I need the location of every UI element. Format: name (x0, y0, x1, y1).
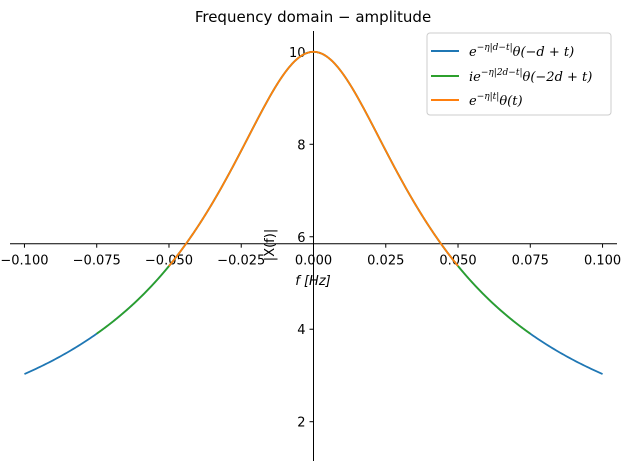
x-tick-label: −0.075 (73, 254, 121, 269)
y-tick-label: 10 (289, 46, 306, 61)
y-tick-label: 6 (297, 231, 305, 246)
x-tick-label: 0.100 (584, 254, 621, 269)
x-tick-label: −0.025 (217, 254, 265, 269)
x-tick-label: −0.100 (0, 254, 48, 269)
chart-title: Frequency domain − amplitude (195, 8, 431, 26)
x-axis-label: f [Hz] (295, 274, 330, 289)
series-lines (24, 50, 603, 375)
y-tick-label: 4 (297, 323, 305, 338)
legend: e−η|d−t|θ(−d + t) ie−η|2d−t|θ(−2d + t) e… (426, 32, 612, 116)
x-tick-label: 0.050 (439, 254, 476, 269)
y-tick-label: 2 (297, 416, 305, 431)
legend-label-series-1: e−η|d−t|θ(−d + t) (469, 43, 574, 60)
y-axis-label: |X(f)| (263, 229, 278, 261)
legend-label-series-2: ie−η|2d−t|θ(−2d + t) (469, 68, 592, 85)
series-line-3 (168, 50, 459, 267)
y-tick-label: 8 (297, 138, 305, 153)
x-ticks: −0.100 −0.075 −0.050 −0.025 0.000 0.025 0.050 0… (0, 243, 621, 269)
x-tick-label: 0.025 (367, 254, 404, 269)
x-tick-label: 0.000 (295, 254, 332, 269)
x-tick-label: −0.050 (145, 254, 193, 269)
x-tick-label: 0.075 (512, 254, 549, 269)
legend-box (426, 32, 612, 116)
plot-area: −0.100 −0.075 −0.050 −0.025 0.000 0.025 0.050 0… (0, 31, 621, 461)
legend-label-series-3: e−η|t|θ(t) (469, 92, 523, 109)
y-ticks: 2 4 6 8 10 (289, 46, 314, 431)
